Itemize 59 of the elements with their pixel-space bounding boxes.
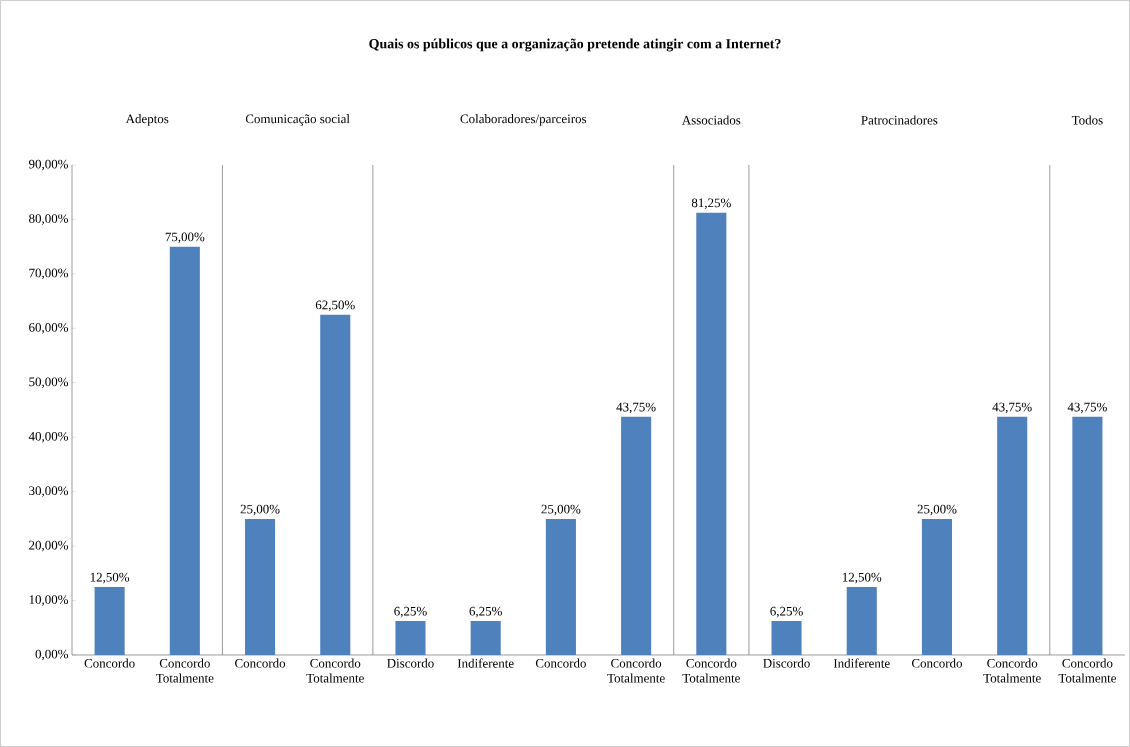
bar bbox=[545, 518, 576, 655]
data-label: 25,00% bbox=[541, 504, 581, 516]
bar bbox=[320, 314, 351, 655]
data-label: 12,50% bbox=[90, 572, 130, 584]
x-tick-label: Concordo Totalmente bbox=[1058, 658, 1117, 683]
y-tick-label: 20,00% bbox=[29, 540, 69, 552]
text: Todos bbox=[1071, 115, 1103, 125]
x-tick-label: Concordo Totalmente bbox=[607, 658, 665, 683]
bar bbox=[921, 518, 953, 655]
x-tick-label: Concordo bbox=[535, 658, 586, 668]
y-tick-label: 60,00% bbox=[29, 323, 69, 334]
x-tick-label: Indiferente bbox=[457, 658, 514, 668]
y-tick-label: 10,00% bbox=[29, 595, 69, 606]
data-label: 12,50% bbox=[842, 572, 882, 584]
data-label: 25,00% bbox=[240, 504, 280, 516]
y-tick-label: 30,00% bbox=[29, 486, 69, 497]
x-tick-label: Concordo Totalmente bbox=[682, 658, 740, 683]
bar bbox=[395, 620, 426, 655]
bar bbox=[696, 212, 727, 655]
data-label: 43,75% bbox=[616, 402, 656, 414]
text: Associados bbox=[681, 115, 741, 125]
data-label: 43,75% bbox=[1067, 402, 1107, 414]
x-tick-label: Concordo Totalmente bbox=[983, 658, 1041, 683]
bar bbox=[245, 518, 276, 655]
data-label: 6,25% bbox=[394, 606, 427, 618]
text: Patrocinadores bbox=[861, 115, 938, 125]
y-tick-label: 80,00% bbox=[29, 214, 69, 225]
x-tick-label: Concordo Totalmente bbox=[156, 658, 214, 683]
data-label: 25,00% bbox=[917, 504, 957, 516]
x-tick-label: Discordo bbox=[763, 658, 810, 668]
bar bbox=[846, 586, 877, 655]
x-tick-label: Indiferente bbox=[833, 658, 890, 668]
chart-title: Quais os públicos que a organização pretende atingir com a Internet? bbox=[369, 38, 781, 52]
x-tick-label: Concordo Totalmente bbox=[306, 658, 364, 683]
y-tick-label: 90,00% bbox=[28, 159, 69, 171]
text: Colaboradores/parceiros bbox=[460, 114, 587, 126]
data-label: 62,50% bbox=[315, 300, 355, 312]
text: Comunicação social bbox=[245, 114, 350, 126]
data-label: 75,00% bbox=[165, 232, 205, 244]
x-tick-label: Concordo bbox=[235, 658, 286, 668]
data-label: 6,25% bbox=[469, 606, 502, 618]
bar bbox=[94, 586, 125, 655]
x-tick-label: Concordo bbox=[84, 658, 135, 668]
bar bbox=[1072, 416, 1103, 655]
y-tick-label: 0,00% bbox=[35, 649, 69, 661]
text: Adeptos bbox=[125, 114, 169, 126]
bar bbox=[771, 620, 802, 655]
y-tick-label: 40,00% bbox=[28, 431, 69, 443]
data-label: 6,25% bbox=[770, 606, 803, 618]
bar bbox=[470, 620, 501, 655]
bar bbox=[997, 416, 1028, 655]
y-tick-label: 50,00% bbox=[29, 377, 69, 389]
bar bbox=[169, 246, 200, 655]
bar bbox=[621, 416, 652, 655]
x-tick-label: Concordo bbox=[911, 658, 963, 668]
y-tick-label: 70,00% bbox=[29, 268, 69, 280]
x-tick-label: Discordo bbox=[387, 658, 434, 668]
data-label: 81,25% bbox=[691, 198, 731, 210]
data-label: 43,75% bbox=[992, 402, 1032, 414]
